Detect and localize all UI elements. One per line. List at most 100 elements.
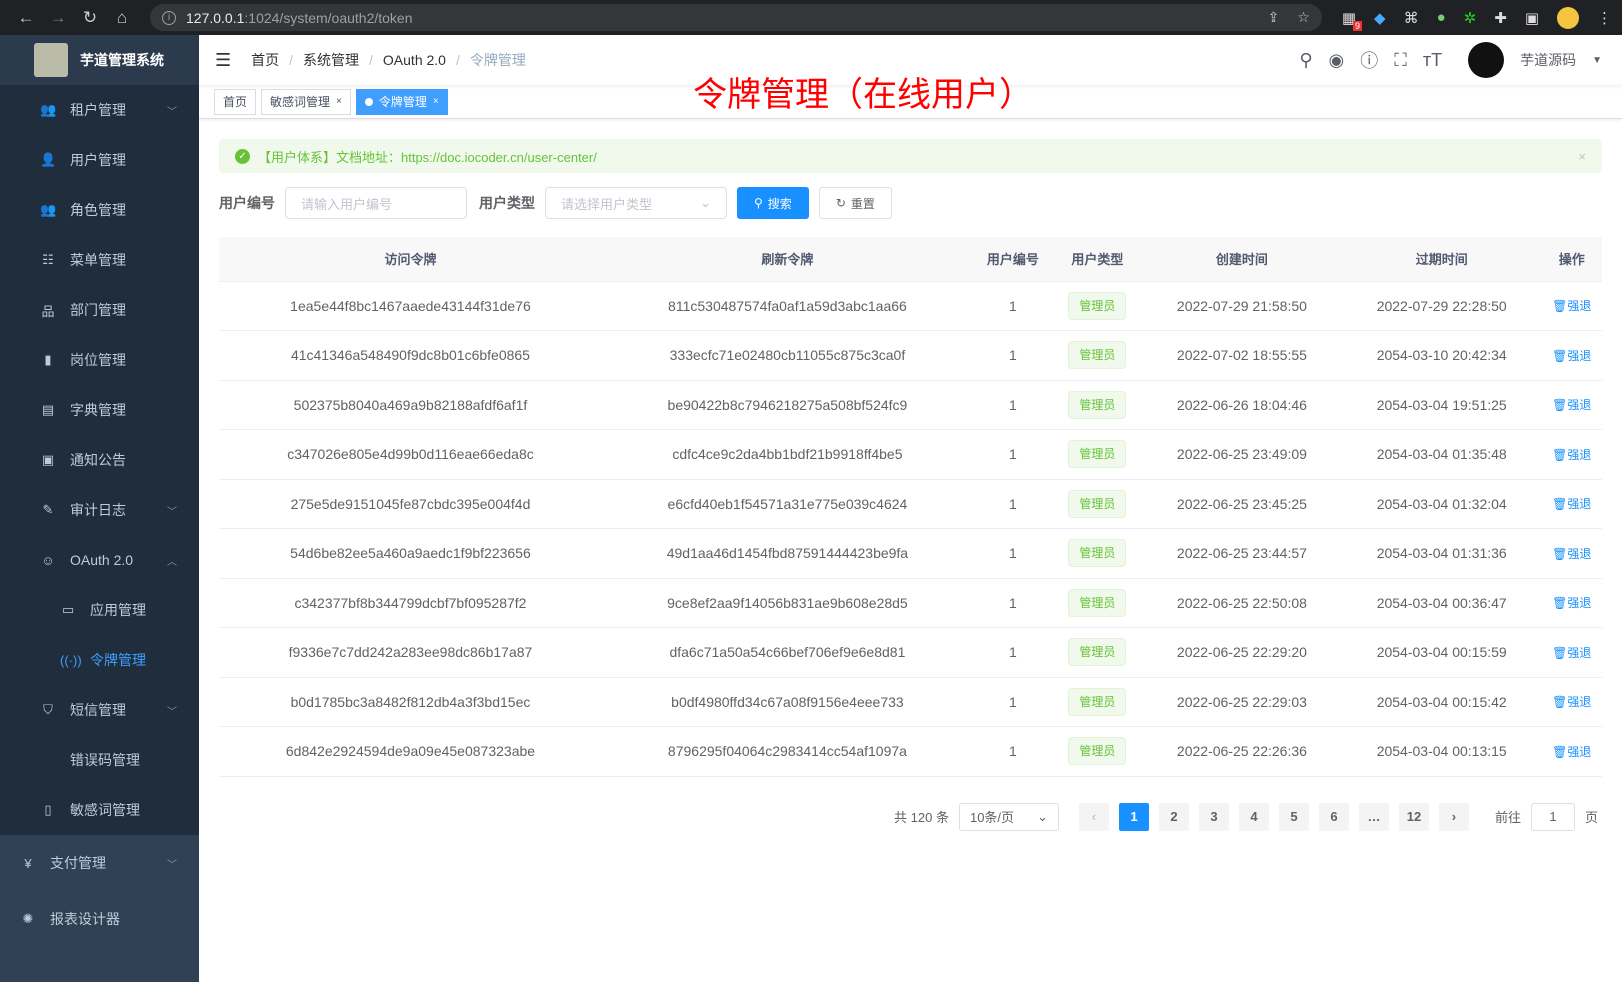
fullscreen-icon[interactable]: ⛶ xyxy=(1394,49,1407,70)
puzzle-icon[interactable]: ✚ xyxy=(1494,9,1507,27)
page-button[interactable]: 3 xyxy=(1198,802,1229,831)
sidebar-item[interactable]: ((·)) 令牌管理 xyxy=(0,635,199,685)
table-cell: 2022-07-29 22:28:50 xyxy=(1341,281,1542,331)
gem-icon[interactable]: ◆ xyxy=(1374,9,1386,27)
table-cell: 管理员 xyxy=(1052,281,1143,331)
alert-text[interactable]: 【用户体系】文档地址：https://doc.iocoder.cn/user-c… xyxy=(258,149,597,165)
refresh-icon: ↻ xyxy=(835,196,846,210)
sidebar-item[interactable]: ¥ 支付管理 ﹀ xyxy=(0,835,199,891)
breadcrumb-home[interactable]: 首页 xyxy=(251,52,280,68)
sidebar-item[interactable]: 👥 角色管理 xyxy=(0,185,199,235)
share-icon[interactable]: ⇪ xyxy=(1267,9,1280,25)
back-icon[interactable]: ← xyxy=(17,7,35,27)
search-icon: ⚲ xyxy=(754,196,763,210)
page-button[interactable]: 2 xyxy=(1158,802,1189,831)
table-cell: 2022-07-02 18:55:55 xyxy=(1142,330,1342,381)
caret-down-icon[interactable]: ▼ xyxy=(1592,54,1602,66)
github-icon[interactable]: ◉ xyxy=(1328,49,1345,70)
chevron-down-icon: ⌄ xyxy=(1037,808,1048,824)
tab-sensitive-words[interactable]: 敏感词管理 × xyxy=(261,88,351,115)
sidebar-item[interactable]: 品部门管理 xyxy=(0,285,199,335)
reload-icon[interactable]: ↻ xyxy=(82,7,98,27)
page-size-select[interactable]: 10条/页 ⌄ xyxy=(958,802,1059,831)
close-icon[interactable]: × xyxy=(1578,148,1586,164)
star-icon[interactable]: ☆ xyxy=(1297,9,1310,25)
sidebar-item[interactable]: ▯ 敏感词管理 xyxy=(0,785,199,835)
sidebar-item[interactable]: ✎ 审计日志 ﹀ xyxy=(0,485,199,535)
sidebar-item[interactable]: 👥 租户管理 ﹀ xyxy=(0,85,199,135)
star-ext-icon[interactable]: ✲ xyxy=(1463,9,1477,27)
page-button[interactable]: … xyxy=(1358,802,1389,831)
goto-page-input[interactable]: 1 xyxy=(1530,802,1575,831)
user-type-badge: 管理员 xyxy=(1068,737,1127,766)
sidepanel-icon[interactable]: ▣ xyxy=(1524,9,1539,27)
page-button[interactable]: 1 xyxy=(1118,802,1149,831)
extension-icon[interactable]: ▦ 9 xyxy=(1341,9,1363,31)
sidebar-item[interactable]: 错误码管理 xyxy=(0,735,199,785)
reset-button[interactable]: ↻ 重置 xyxy=(818,187,892,219)
search-button[interactable]: ⚲ 搜索 xyxy=(737,187,809,219)
font-size-icon[interactable]: ᴛT xyxy=(1422,49,1443,70)
sidebar-item[interactable]: ▤ 字典管理 xyxy=(0,385,199,435)
page-button[interactable]: 5 xyxy=(1278,802,1309,831)
force-logout-button[interactable]: 🗑强退 xyxy=(1552,448,1591,462)
force-logout-button[interactable]: 🗑强退 xyxy=(1552,745,1591,759)
home-icon[interactable]: ⌂ xyxy=(116,7,128,27)
avatar[interactable] xyxy=(1468,42,1505,78)
button-label: 强退 xyxy=(1567,645,1592,660)
help-icon[interactable]: ⓘ xyxy=(1360,51,1379,71)
user-type-select[interactable]: 请选择用户类型 ⌄ xyxy=(545,187,727,219)
table-cell: 1 xyxy=(972,429,1053,480)
force-logout-button[interactable]: 🗑强退 xyxy=(1552,646,1591,660)
hamburger-icon[interactable]: ☰ xyxy=(215,49,232,70)
search-icon[interactable]: ⚲ xyxy=(1299,49,1313,70)
close-icon[interactable]: × xyxy=(432,96,439,107)
user-type-badge: 管理员 xyxy=(1068,291,1127,320)
breadcrumb-system[interactable]: 系统管理 xyxy=(303,52,360,68)
page-button[interactable]: 4 xyxy=(1238,802,1269,831)
table-cell: 1 xyxy=(972,281,1053,331)
sidebar-item[interactable]: ✺ 报表设计器 xyxy=(0,891,199,947)
table-cell: 2022-06-25 22:50:08 xyxy=(1142,578,1342,628)
page-button[interactable]: 12 xyxy=(1398,802,1429,831)
force-logout-button[interactable]: 🗑强退 xyxy=(1552,349,1591,363)
close-icon[interactable]: × xyxy=(336,96,342,107)
sidebar-item[interactable]: ▭ 应用管理 xyxy=(0,585,199,635)
profile-avatar[interactable] xyxy=(1557,6,1579,29)
tab-token[interactable]: 令牌管理 × xyxy=(355,88,448,115)
table-cell: 🗑强退 xyxy=(1541,429,1602,480)
sidebar-item[interactable]: ▣ 通知公告 xyxy=(0,435,199,485)
user-type-badge: 管理员 xyxy=(1068,390,1127,419)
prev-page-button[interactable]: ‹ xyxy=(1078,802,1109,831)
force-logout-button[interactable]: 🗑强退 xyxy=(1552,695,1591,709)
force-logout-button[interactable]: 🗑强退 xyxy=(1552,596,1591,610)
placeholder: 请选择用户类型 xyxy=(561,196,653,212)
sidebar-item[interactable]: ☷ 菜单管理 xyxy=(0,235,199,285)
info-icon[interactable]: i xyxy=(162,10,176,25)
page-size-value: 10条/页 xyxy=(969,810,1015,825)
sidebar-item[interactable]: 👤 用户管理 xyxy=(0,135,199,185)
force-logout-button[interactable]: 🗑强退 xyxy=(1552,547,1591,561)
force-logout-button[interactable]: 🗑强退 xyxy=(1552,398,1591,412)
sidebar-item[interactable]: ⛉ 短信管理 ﹀ xyxy=(0,685,199,735)
placeholder: 请输入用户编号 xyxy=(301,196,393,212)
green-dot-icon[interactable]: ● xyxy=(1436,9,1446,26)
sidebar-logo[interactable]: 芋道管理系统 xyxy=(0,35,199,85)
forward-icon[interactable]: → xyxy=(49,7,67,27)
address-bar[interactable]: i 127.0.0.1:1024/system/oauth2/token ⇪ ☆ xyxy=(150,4,1322,31)
sidebar-item[interactable]: ▮ 岗位管理 xyxy=(0,335,199,385)
more-icon[interactable]: ⋮ xyxy=(1597,9,1612,27)
table-cell: 🗑强退 xyxy=(1541,627,1602,678)
user-id-input[interactable]: 请输入用户编号 xyxy=(285,187,467,219)
delete-icon: 🗑 xyxy=(1552,348,1568,363)
tab-home[interactable]: 首页 xyxy=(214,88,257,115)
command-icon[interactable]: ⌘ xyxy=(1403,9,1419,27)
next-page-button[interactable]: › xyxy=(1438,802,1469,831)
page-button[interactable]: 6 xyxy=(1318,802,1349,831)
force-logout-button[interactable]: 🗑强退 xyxy=(1552,497,1591,511)
sidebar-item[interactable]: ☺ OAuth 2.0 ︿ xyxy=(0,535,199,585)
breadcrumb-oauth[interactable]: OAuth 2.0 xyxy=(382,52,446,68)
force-logout-button[interactable]: 🗑强退 xyxy=(1552,299,1591,313)
org-tree-icon: 品 xyxy=(41,303,55,319)
user-name[interactable]: 芋道源码 xyxy=(1520,52,1577,68)
